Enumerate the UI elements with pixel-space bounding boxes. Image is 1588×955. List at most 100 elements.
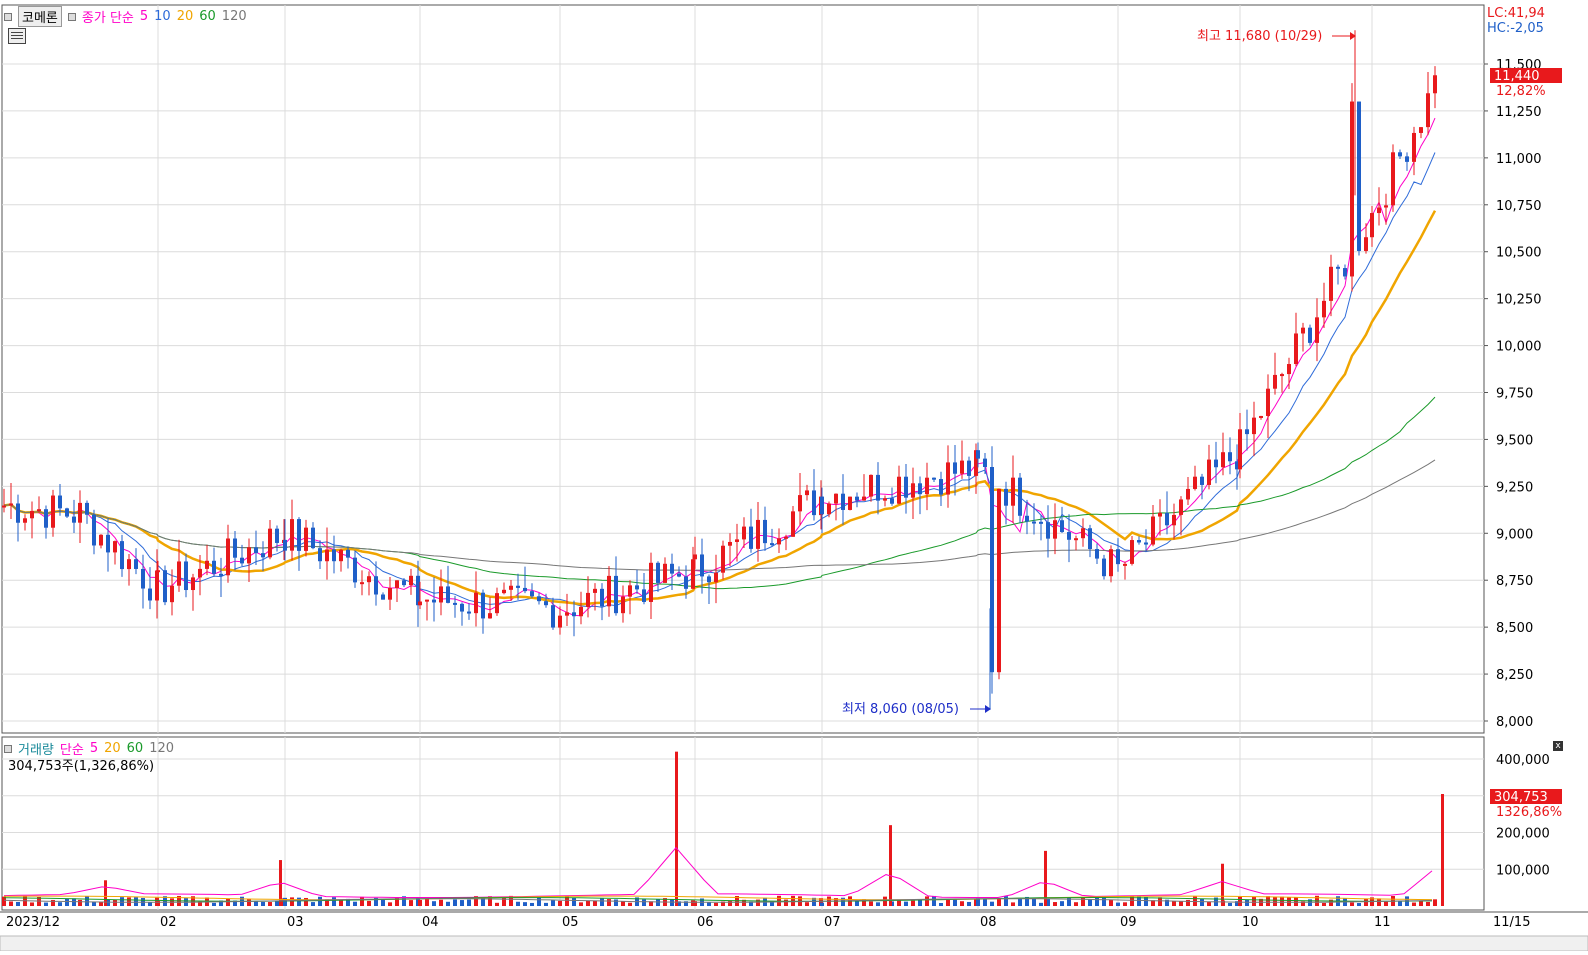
volume-bar — [855, 900, 859, 906]
volume-bar — [862, 899, 866, 906]
volume-bar — [1165, 899, 1169, 906]
volume-bar — [1046, 898, 1050, 906]
candle-body — [1123, 563, 1127, 566]
volume-bar — [1266, 896, 1270, 906]
volume-ma-20[interactable]: 20 — [104, 741, 121, 756]
candle-body — [1419, 127, 1423, 133]
volume-bar — [44, 902, 48, 906]
candle-body — [1357, 101, 1361, 251]
volume-bar — [1004, 896, 1008, 906]
candle-body — [99, 534, 103, 546]
candle-body — [918, 483, 922, 495]
volume-bar — [219, 900, 223, 906]
stock-name-button[interactable]: 코메론 — [18, 6, 62, 27]
candle-body — [1039, 521, 1043, 524]
candle-body — [614, 575, 618, 614]
scrollbar-track — [0, 935, 1588, 952]
candle-body — [728, 541, 732, 546]
candle-body — [418, 601, 422, 606]
candle-body — [1025, 515, 1029, 522]
volume-ma-120[interactable]: 120 — [149, 741, 175, 756]
volume-ma-60[interactable]: 60 — [126, 741, 144, 756]
volume-bar — [721, 901, 725, 906]
y-tick-label: 9,250 — [1496, 480, 1533, 495]
candle-body — [51, 495, 55, 528]
candle-body — [586, 592, 590, 607]
candle-body — [1165, 512, 1169, 526]
candle-body — [707, 576, 711, 583]
y-tick-label: 8,000 — [1496, 715, 1533, 730]
volume-ma-5[interactable]: 5 — [89, 741, 99, 756]
x-tick-label: 07 — [824, 915, 841, 930]
candle-body — [1377, 207, 1381, 214]
y-tick-label: 8,750 — [1496, 574, 1533, 589]
volume-label[interactable]: 거래량 — [18, 743, 54, 758]
price-ma-5[interactable]: 5 — [139, 9, 149, 24]
price-ma-60[interactable]: 60 — [199, 9, 216, 24]
price-panel — [1, 4, 1485, 734]
volume-bar — [346, 898, 350, 906]
volume-bar — [1322, 902, 1326, 906]
close-icon[interactable]: x — [1553, 741, 1563, 751]
candle-body — [1235, 461, 1239, 470]
candle-body — [876, 474, 880, 501]
candle-body — [1266, 388, 1270, 416]
volume-bar — [946, 899, 950, 906]
candle-body — [642, 589, 646, 602]
candle-body — [1130, 540, 1134, 564]
price-ma-120[interactable]: 120 — [221, 9, 247, 24]
candle-body — [798, 495, 802, 512]
candle-body — [353, 557, 357, 583]
volume-bar — [1419, 901, 1423, 906]
volume-bar — [297, 897, 301, 906]
candle-body — [691, 559, 695, 589]
volume-bar — [1280, 896, 1284, 906]
price-ma-10[interactable]: 10 — [154, 9, 171, 24]
volume-spike — [1221, 863, 1224, 906]
table-icon[interactable] — [8, 28, 26, 44]
volume-bar — [1011, 902, 1015, 906]
candle-body — [763, 519, 767, 544]
candle-body — [1095, 549, 1099, 559]
volume-bar — [1357, 903, 1361, 906]
candle-body — [58, 495, 62, 509]
price-ma-label[interactable]: 종가 단순 — [81, 11, 134, 26]
volume-bar — [163, 896, 167, 906]
volume-ma-label[interactable]: 단순 — [59, 743, 84, 758]
volume-bar — [579, 902, 583, 906]
candle-body — [677, 573, 681, 577]
candle-body — [467, 611, 471, 614]
volume-bar — [1158, 897, 1162, 906]
candle-body — [1018, 477, 1022, 516]
volume-bar — [586, 900, 590, 906]
volume-bar — [254, 900, 258, 906]
candle-body — [862, 496, 866, 501]
volume-badge-pct: 1326,86% — [1496, 805, 1562, 820]
volume-bar — [1053, 902, 1057, 906]
low-annotation: 최저 8,060 (08/05) — [842, 702, 959, 717]
volume-bar — [283, 897, 287, 906]
volume-bar — [402, 896, 406, 906]
x-tick-label: 2023/12 — [6, 915, 60, 930]
volume-bar — [127, 897, 131, 906]
volume-bar — [113, 900, 117, 906]
volume-bar — [388, 902, 392, 906]
candle-body — [177, 561, 181, 586]
volume-bar — [233, 900, 237, 906]
candle-body — [106, 534, 110, 553]
volume-spike — [1044, 850, 1047, 906]
candle-body — [628, 585, 632, 597]
volume-bar — [1025, 896, 1029, 906]
volume-bar — [502, 896, 506, 906]
candle-body — [1391, 152, 1395, 206]
candle-body — [656, 562, 660, 583]
volume-bar — [325, 899, 329, 906]
candle-body — [649, 562, 653, 602]
price-ma-20[interactable]: 20 — [176, 9, 194, 24]
candle-body — [1308, 327, 1312, 343]
volume-bar — [544, 902, 548, 906]
volume-bar — [983, 899, 987, 906]
volume-bar — [784, 899, 788, 906]
